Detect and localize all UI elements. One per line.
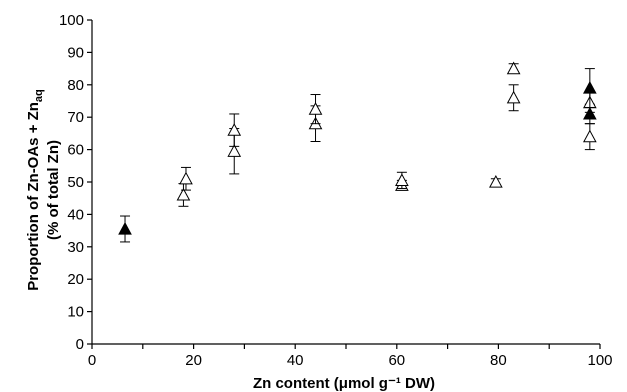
data-point-filled (118, 215, 132, 243)
data-point-open (489, 174, 503, 188)
triangle-marker (227, 123, 242, 136)
triangle-marker (179, 171, 193, 185)
y-tick-label: 40 (67, 206, 84, 223)
triangle-marker (118, 221, 132, 235)
data-point-open (308, 94, 323, 125)
triangle-marker (227, 144, 242, 157)
data-point-open (583, 123, 597, 151)
y-tick-label: 20 (67, 271, 84, 288)
triangle-marker (583, 106, 597, 120)
data-point-open (506, 61, 521, 75)
x-axis-label: Zn content (μmol g⁻¹ DW) (253, 375, 435, 392)
triangle-marker (395, 173, 409, 186)
x-tick-label: 0 (88, 352, 96, 369)
y-tick-label: 0 (76, 336, 84, 353)
y-axis: 0 10 20 30 40 50 60 70 80 90 100 (59, 12, 93, 353)
y-tick-label: 50 (67, 174, 84, 191)
triangle-marker (308, 102, 323, 115)
x-axis: 0 20 40 60 80 100 (88, 343, 613, 369)
triangle-marker (176, 187, 191, 201)
data-point-open (506, 84, 521, 112)
triangle-marker (489, 174, 503, 188)
data-point-open (227, 113, 242, 147)
x-tick-label: 100 (587, 352, 612, 369)
data-points (118, 61, 597, 243)
y-tick-label: 60 (67, 142, 84, 159)
x-tick-label: 20 (185, 352, 202, 369)
x-tick-label: 60 (388, 352, 405, 369)
data-point-filled (583, 68, 597, 108)
y-tick-label: 10 (67, 304, 84, 321)
y-axis-label-line1: Proportion of Zn-OAs + Znaq (25, 89, 45, 291)
data-point-open (176, 183, 191, 207)
x-tick-label: 80 (490, 352, 507, 369)
y-axis-label: Proportion of Zn-OAs + Znaq (% of total … (25, 89, 62, 291)
triangle-marker (583, 80, 597, 94)
triangle-marker (583, 129, 597, 143)
y-tick-label: 90 (67, 44, 84, 61)
y-tick-label: 70 (67, 109, 84, 126)
data-point-open (179, 166, 193, 191)
x-tick-group: 0 20 40 60 80 100 (88, 344, 613, 369)
y-axis-label-line2: (% of total Zn) (45, 140, 62, 240)
triangle-marker (506, 90, 521, 104)
y-axis-label-subscript: aq (33, 89, 45, 102)
data-point-open (395, 171, 409, 189)
y-tick-label: 30 (67, 239, 84, 256)
y-tick-label: 100 (59, 12, 84, 29)
y-axis-label-main: Proportion of Zn-OAs + Zn (25, 102, 42, 291)
y-tick-label: 80 (67, 77, 84, 94)
triangle-marker (506, 61, 521, 75)
x-tick-label: 40 (287, 352, 304, 369)
y-tick-group: 0 10 20 30 40 50 60 70 80 90 100 (59, 12, 92, 353)
